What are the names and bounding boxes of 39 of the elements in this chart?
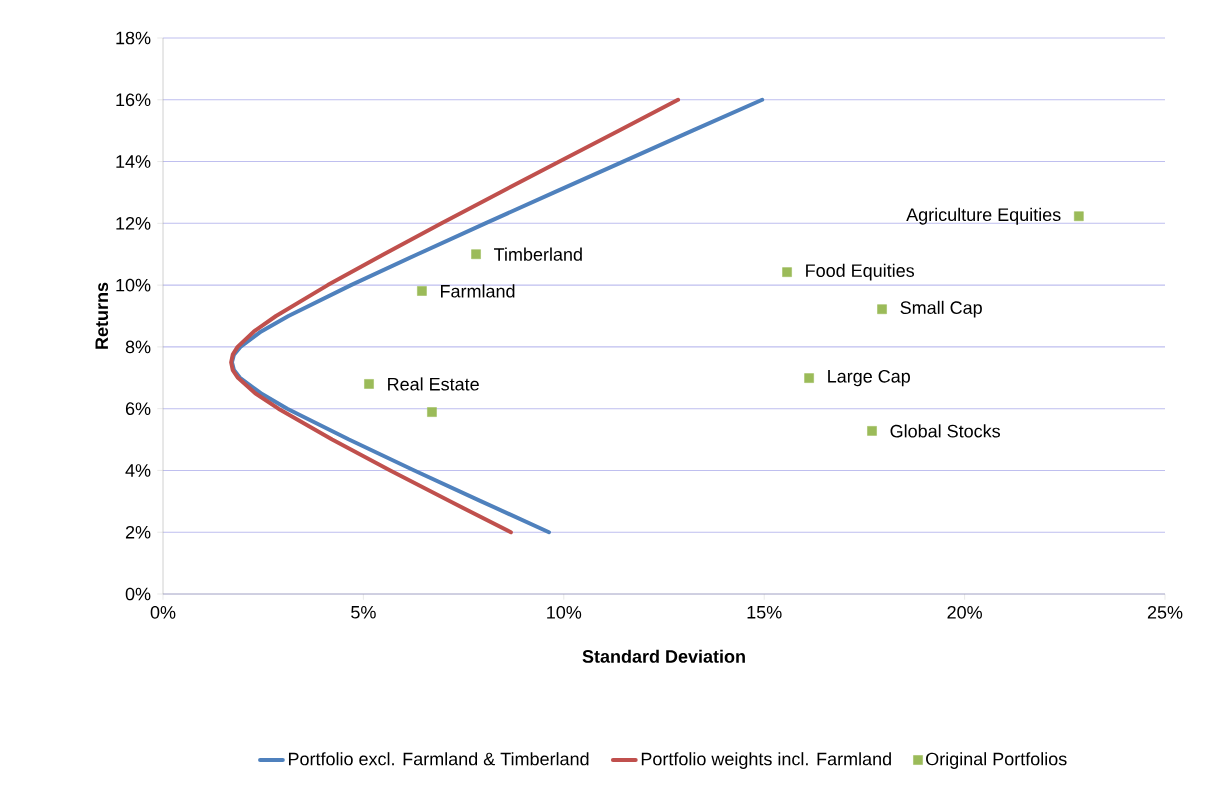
y-tick-label: 16% [116, 93, 151, 107]
y-tick-label: 4% [125, 464, 151, 477]
y-tick-label: 12% [116, 217, 151, 230]
point [471, 249, 481, 260]
y-tick-label: 10% [116, 278, 151, 292]
legend-label: Original Portfolios [926, 752, 1067, 769]
y-tick-label: 2% [125, 525, 151, 539]
line-series [229, 97, 681, 535]
legend-label: Portfolio excl. Farmland & Timberland [288, 752, 589, 766]
point [364, 379, 374, 389]
annotation: Farmland [441, 284, 515, 298]
annotation: Global Stocks [890, 424, 1000, 438]
point [867, 426, 877, 436]
annotation: Small Cap [900, 300, 982, 318]
x-axis-title: Standard Deviation [582, 649, 745, 663]
point [804, 373, 814, 383]
annotation: Agriculture Equities [906, 207, 1061, 225]
x-tick-label: 25% [1147, 605, 1183, 619]
annotation: Real Estate [388, 377, 479, 391]
y-tick-label: 14% [116, 155, 151, 168]
y-tick-label: 0% [125, 587, 151, 601]
x-tick-label: 20% [947, 605, 982, 619]
y-tick-label: 8% [125, 340, 151, 354]
y-axis-title: Returns [95, 282, 109, 349]
x-tick-label: 15% [747, 605, 782, 619]
annotation: Large Cap [828, 369, 910, 387]
point [782, 267, 792, 277]
legend-label: Portfolio weights incl. Farmland [641, 752, 891, 769]
point [877, 304, 887, 315]
point [417, 286, 427, 296]
annotation: Timberland [494, 247, 582, 261]
x-tick-label: 10% [547, 605, 582, 619]
point [427, 407, 437, 417]
y-tick-label: 18% [116, 31, 151, 45]
annotation: Food Equities [806, 263, 915, 281]
y-tick-label: 6% [125, 402, 151, 416]
point [1074, 211, 1084, 222]
x-tick-label: 0% [150, 605, 176, 619]
x-tick-label: 5% [351, 605, 376, 619]
